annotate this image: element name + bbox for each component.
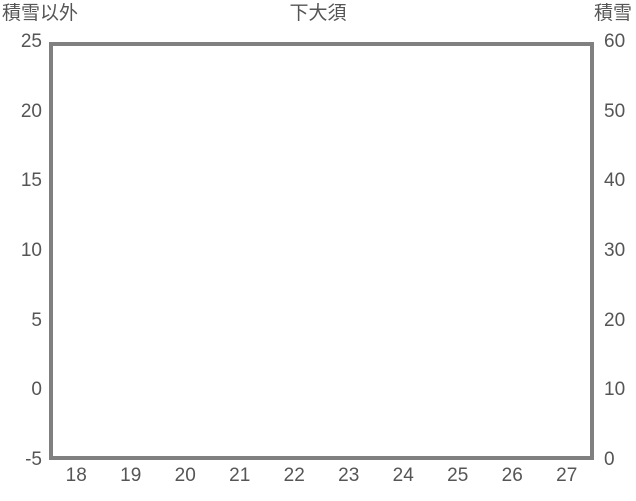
x-axis-tick-label: 20 [174,465,196,486]
x-axis-tick-label: 24 [392,465,414,486]
y-axis-right-tick-label: 10 [604,379,626,401]
left-axis-unit-label: 積雪以外 [2,3,79,24]
y-axis-left-tick-label: -5 [25,449,42,470]
y-axis-left-tick-label: 25 [20,31,42,52]
y-axis-right-tick-label: 50 [604,100,626,122]
plot-area [49,42,594,460]
x-axis-tick-label: 23 [338,465,360,486]
x-axis-tick-label: 19 [120,465,142,486]
y-axis-right-tick-label: 20 [604,309,626,331]
x-axis-tick-label: 27 [556,465,578,486]
x-axis-tick-label: 25 [447,465,469,486]
y-axis-right-tick-label: 0 [604,449,615,470]
x-axis-tick-label: 18 [65,465,87,486]
x-axis-tick-label: 21 [229,465,251,486]
chart-title: 下大須 [289,3,347,24]
y-axis-left-tick-label: 10 [20,240,42,261]
y-axis-right-tick-label: 60 [604,31,626,52]
y-axis-left-tick-label: 20 [20,100,42,122]
y-axis-left-tick-label: 15 [20,170,42,192]
y-axis-right-tick-label: 30 [604,240,626,261]
plot-frame [49,42,594,460]
y-axis-left-tick-label: 5 [31,309,42,331]
y-axis-right-tick-label: 40 [604,170,626,192]
y-axis-left-tick-label: 0 [31,379,42,401]
x-axis-tick-label: 26 [501,465,523,486]
right-axis-unit-label: 積雪 [593,3,632,24]
x-axis-tick-label: 22 [283,465,305,486]
